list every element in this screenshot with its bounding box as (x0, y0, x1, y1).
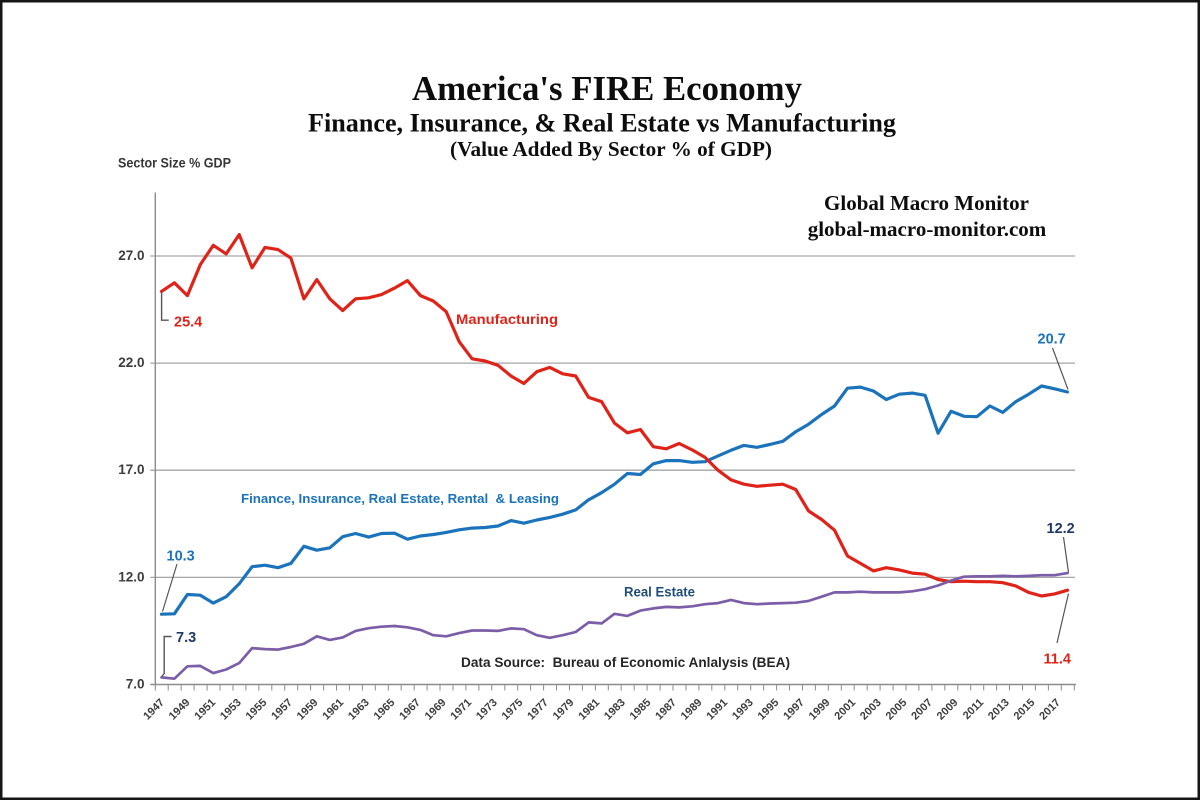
svg-text:22.0: 22.0 (118, 355, 144, 370)
svg-text:Data Source: Bureau of Econom: Data Source: Bureau of Economic Anlalysi… (461, 655, 790, 670)
svg-text:12.0: 12.0 (118, 569, 144, 584)
svg-text:Real Estate: Real Estate (624, 584, 695, 600)
svg-text:7.0: 7.0 (126, 677, 145, 692)
svg-text:Global Macro Monitor: Global Macro Monitor (824, 191, 1029, 215)
svg-text:11.4: 11.4 (1044, 652, 1071, 668)
svg-text:25.4: 25.4 (174, 315, 202, 331)
svg-text:17.0: 17.0 (118, 462, 144, 477)
svg-text:(Value Added By Sector % of GD: (Value Added By Sector % of GDP) (450, 137, 772, 161)
svg-text:Sector Size % GDP: Sector Size % GDP (118, 156, 231, 171)
svg-text:global-macro-monitor.com: global-macro-monitor.com (808, 217, 1047, 241)
svg-text:27.0: 27.0 (118, 248, 144, 263)
svg-text:7.3: 7.3 (176, 630, 196, 646)
svg-text:Finance, Insurance, Real Estat: Finance, Insurance, Real Estate, Rental … (241, 491, 559, 506)
svg-text:Manufacturing: Manufacturing (456, 312, 558, 327)
svg-text:10.3: 10.3 (167, 549, 195, 565)
svg-text:20.7: 20.7 (1038, 332, 1066, 348)
svg-text:America's FIRE Economy: America's FIRE Economy (412, 69, 802, 108)
svg-text:12.2: 12.2 (1047, 521, 1075, 537)
svg-text:Finance, Insurance, & Real Est: Finance, Insurance, & Real Estate vs Man… (308, 109, 896, 138)
